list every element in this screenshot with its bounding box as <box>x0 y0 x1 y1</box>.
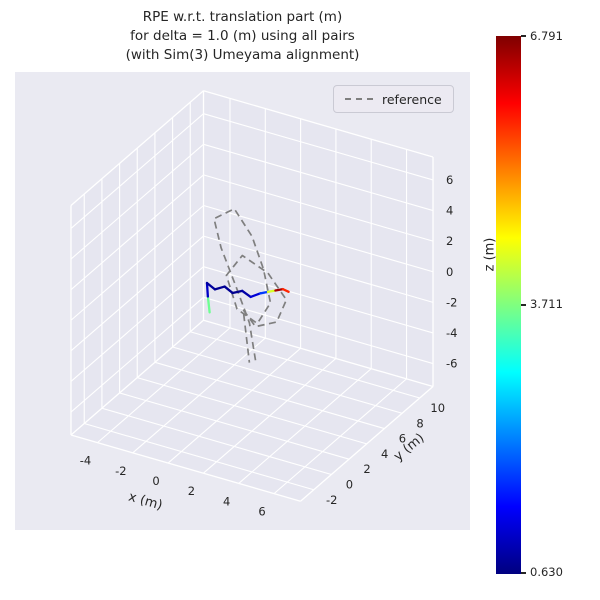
colorbar <box>496 36 521 574</box>
legend: reference <box>333 85 454 113</box>
svg-text:0: 0 <box>152 474 159 488</box>
colorbar-tick-mark-min <box>521 572 526 574</box>
svg-text:2: 2 <box>363 462 370 476</box>
plot-title: RPE w.r.t. translation part (m) for delt… <box>15 8 470 65</box>
grid-lines <box>70 98 434 495</box>
svg-text:-6: -6 <box>446 357 457 371</box>
svg-text:-2: -2 <box>326 493 337 507</box>
axes-edges <box>70 90 434 502</box>
svg-text:0: 0 <box>346 478 353 492</box>
svg-text:0: 0 <box>446 265 453 279</box>
svg-text:10: 10 <box>430 401 445 415</box>
legend-label-reference: reference <box>382 91 442 107</box>
svg-text:-4: -4 <box>80 454 91 468</box>
svg-text:-2: -2 <box>446 295 457 309</box>
title-line-3: (with Sim(3) Umeyama alignment) <box>125 47 360 63</box>
rpe-colormapped-trajectory <box>205 281 290 314</box>
z-tick-labels: -6 -4 -2 0 2 4 6 <box>446 173 457 371</box>
x-tick-labels: -4 -2 0 2 4 6 <box>80 454 266 519</box>
svg-text:4: 4 <box>446 204 453 218</box>
colorbar-tick-mark-mid <box>521 304 526 306</box>
svg-text:4: 4 <box>223 494 230 508</box>
svg-text:4: 4 <box>381 447 388 461</box>
svg-text:6: 6 <box>258 505 265 519</box>
svg-text:6: 6 <box>399 432 406 446</box>
svg-text:6: 6 <box>446 173 453 187</box>
svg-text:-4: -4 <box>446 326 457 340</box>
colorbar-tick-label-min: 0.630 <box>530 565 563 579</box>
svg-text:-2: -2 <box>115 464 126 478</box>
title-line-1: RPE w.r.t. translation part (m) <box>142 9 343 25</box>
colorbar-tick-label-mid: 3.711 <box>530 297 563 311</box>
svg-text:8: 8 <box>416 416 423 430</box>
svg-text:2: 2 <box>188 484 195 498</box>
svg-text:2: 2 <box>446 234 453 248</box>
reference-dashed-line-icon <box>345 98 373 100</box>
reference-trajectory <box>213 207 288 363</box>
colorbar-tick-label-max: 6.791 <box>530 29 563 43</box>
title-line-2: for delta = 1.0 (m) using all pairs <box>130 28 355 44</box>
colorbar-tick-mark-max <box>521 35 526 37</box>
